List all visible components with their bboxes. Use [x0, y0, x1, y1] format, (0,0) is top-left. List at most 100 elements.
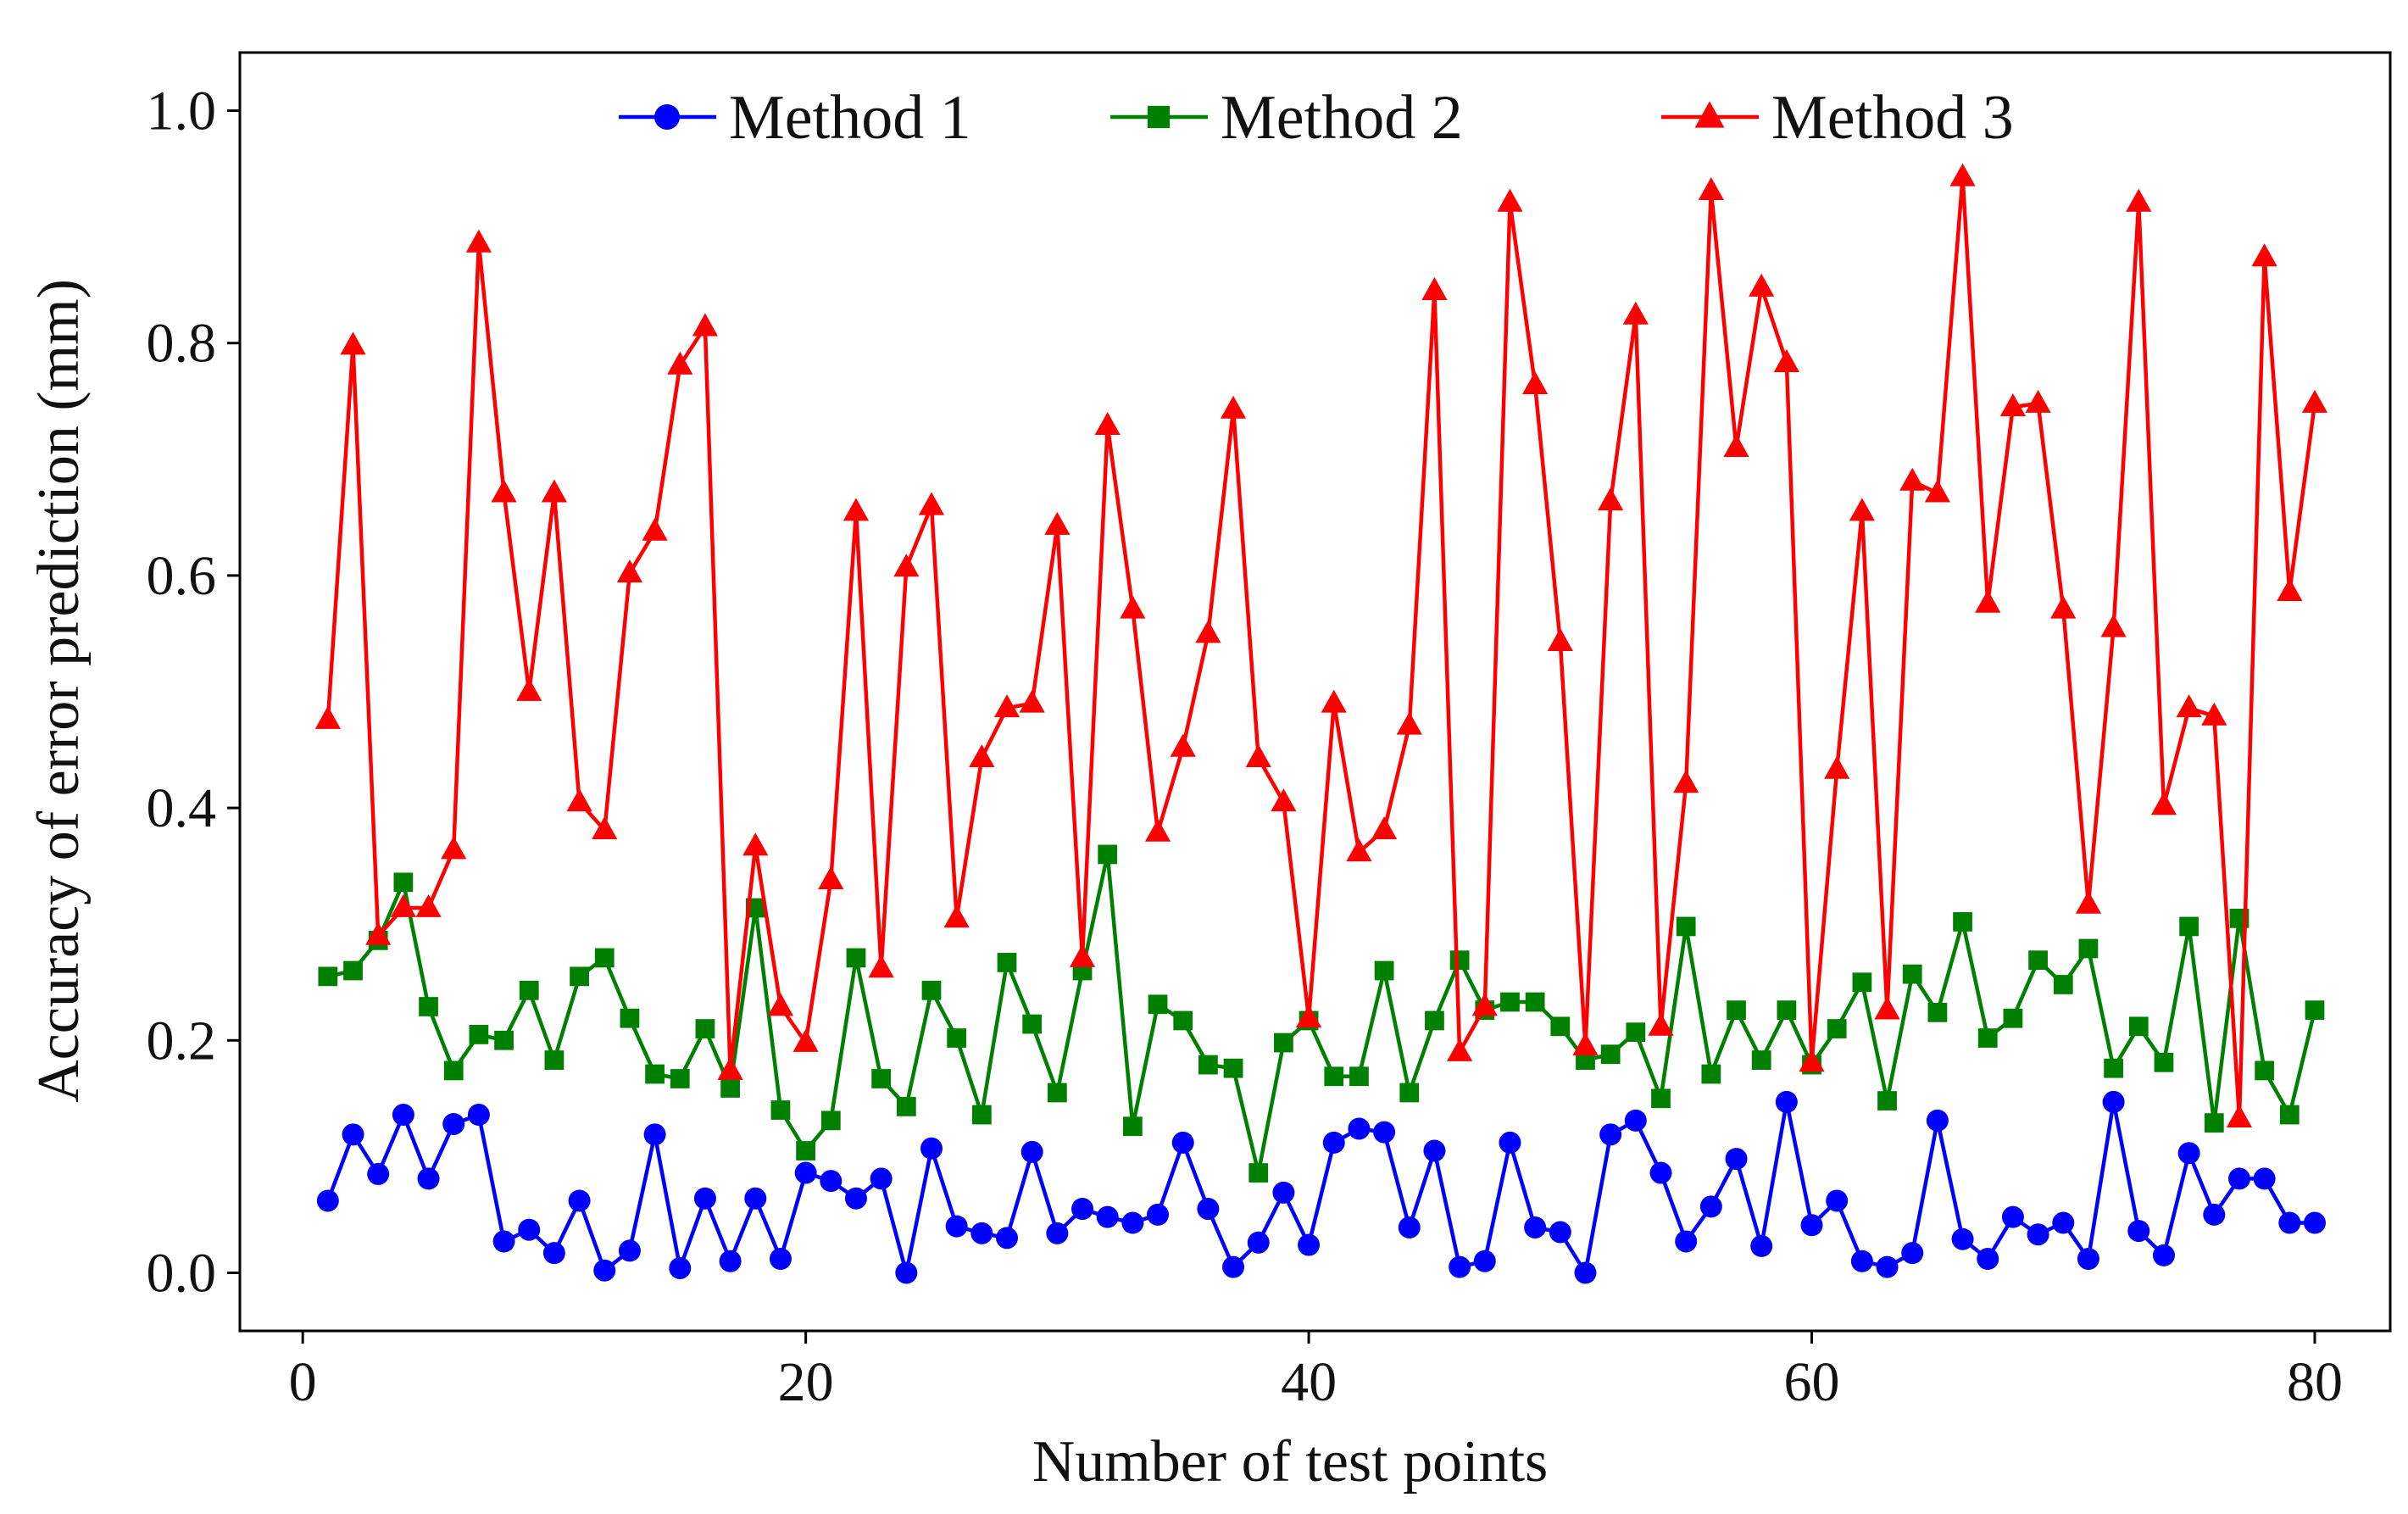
data-point-method-2	[1977, 1028, 1998, 1048]
y-tick-label: 0.2	[147, 1010, 217, 1071]
data-point-method-1	[2127, 1220, 2150, 1243]
data-point-method-1	[1322, 1131, 1345, 1154]
data-point-method-2	[670, 1069, 690, 1088]
data-point-method-3	[1447, 1038, 1473, 1061]
legend-item-method-3: Method 3	[1661, 83, 2014, 153]
data-point-method-3	[1195, 620, 1221, 643]
data-point-method-3	[1120, 595, 1146, 619]
x-tick-label: 60	[1784, 1351, 1840, 1413]
legend-marker-method-2	[1147, 105, 1171, 129]
data-point-method-3	[1799, 1049, 1825, 1072]
legend: Method 1 Method 2 Method 3	[619, 83, 2014, 153]
data-point-method-2	[695, 1019, 715, 1038]
data-point-method-3	[1648, 1012, 1674, 1036]
data-point-method-2	[2179, 916, 2199, 937]
data-point-method-2	[1148, 994, 1168, 1015]
data-point-method-1	[1449, 1255, 1471, 1278]
data-point-method-3	[843, 498, 870, 521]
data-point-method-3	[1975, 589, 2001, 613]
data-point-method-2	[393, 872, 414, 893]
data-point-method-3	[340, 331, 366, 355]
data-point-method-2	[1324, 1066, 1344, 1087]
y-tick-label: 1.0	[147, 81, 217, 142]
data-point-method-3	[2201, 702, 2227, 726]
data-point-method-1	[1574, 1261, 1597, 1284]
data-point-method-3	[692, 313, 719, 337]
data-point-method-1	[1020, 1140, 1043, 1163]
data-point-method-2	[1701, 1064, 1721, 1084]
data-point-method-1	[518, 1218, 541, 1241]
data-point-method-3	[1773, 348, 1799, 372]
data-point-method-3	[1371, 816, 1398, 840]
data-point-method-2	[469, 1025, 489, 1044]
data-point-method-3	[516, 677, 542, 701]
data-point-method-2	[846, 948, 866, 968]
data-point-method-2	[594, 948, 615, 968]
x-tick-label: 0	[289, 1351, 317, 1413]
data-point-method-2	[1727, 1000, 1746, 1021]
data-point-method-2	[1877, 1091, 1897, 1110]
data-point-method-3	[1220, 395, 1247, 419]
legend-marker-method-1	[654, 104, 680, 130]
data-point-method-1	[1473, 1250, 1496, 1272]
data-point-method-3	[2050, 595, 2077, 619]
data-point-method-3	[541, 479, 567, 503]
data-point-method-1	[1247, 1231, 1270, 1254]
data-point-method-1	[1222, 1255, 1245, 1278]
data-point-method-2	[971, 1105, 992, 1125]
series-method-3	[314, 163, 2328, 1128]
series-method-2	[318, 844, 2325, 1183]
data-point-method-3	[2075, 890, 2102, 914]
data-point-method-2	[1223, 1058, 1243, 1078]
data-point-method-1	[1373, 1121, 1396, 1144]
data-point-method-3	[1849, 498, 1875, 521]
data-point-method-3	[969, 744, 995, 768]
data-point-method-3	[1245, 744, 1271, 768]
data-point-method-3	[1547, 627, 1573, 651]
data-point-method-1	[2303, 1211, 2326, 1234]
data-point-method-2	[1600, 1044, 1621, 1065]
data-point-method-2	[2154, 1052, 2174, 1072]
data-point-method-3	[1723, 433, 1749, 458]
data-point-method-3	[2176, 694, 2202, 718]
series-method-1	[316, 1090, 2326, 1284]
data-point-method-1	[820, 1170, 843, 1193]
data-point-method-1	[1121, 1211, 1144, 1234]
data-point-method-2	[1122, 1116, 1143, 1137]
x-tick-label: 40	[1281, 1351, 1337, 1413]
data-point-method-1	[945, 1215, 968, 1238]
data-point-method-3	[1321, 689, 1347, 713]
data-point-method-2	[2204, 1113, 2224, 1133]
data-point-method-1	[1850, 1250, 1873, 1272]
data-point-method-3	[2301, 389, 2328, 413]
data-point-method-1	[870, 1167, 893, 1190]
data-point-method-3	[616, 559, 643, 583]
data-point-method-2	[2053, 975, 2073, 994]
data-point-method-2	[997, 953, 1017, 972]
data-point-method-1	[1096, 1205, 1119, 1228]
data-point-method-2	[1751, 1050, 1771, 1070]
data-point-method-1	[2152, 1244, 2175, 1266]
data-point-method-3	[2100, 614, 2127, 637]
data-point-method-1	[1423, 1139, 1446, 1162]
data-point-method-2	[1274, 1033, 1293, 1053]
data-point-method-1	[2102, 1090, 2125, 1113]
data-point-method-3	[1396, 711, 1422, 735]
data-point-method-1	[1901, 1242, 1924, 1265]
data-point-method-2	[2305, 1000, 2325, 1021]
data-point-method-3	[465, 229, 492, 253]
data-point-method-1	[895, 1261, 918, 1284]
legend-item-method-1: Method 1	[619, 83, 971, 153]
data-point-method-2	[871, 1069, 892, 1088]
data-point-method-3	[1598, 487, 1624, 511]
data-point-method-1	[1499, 1131, 1521, 1154]
data-point-method-2	[1676, 916, 1696, 937]
data-point-method-3	[767, 993, 794, 1016]
data-point-method-1	[1348, 1117, 1371, 1140]
data-point-method-1	[1272, 1181, 1295, 1204]
data-point-method-2	[2028, 950, 2048, 971]
data-point-method-2	[1248, 1163, 1269, 1183]
data-point-method-2	[1927, 1002, 1948, 1022]
data-point-method-1	[2227, 1167, 2250, 1190]
data-point-method-3	[1044, 511, 1071, 535]
